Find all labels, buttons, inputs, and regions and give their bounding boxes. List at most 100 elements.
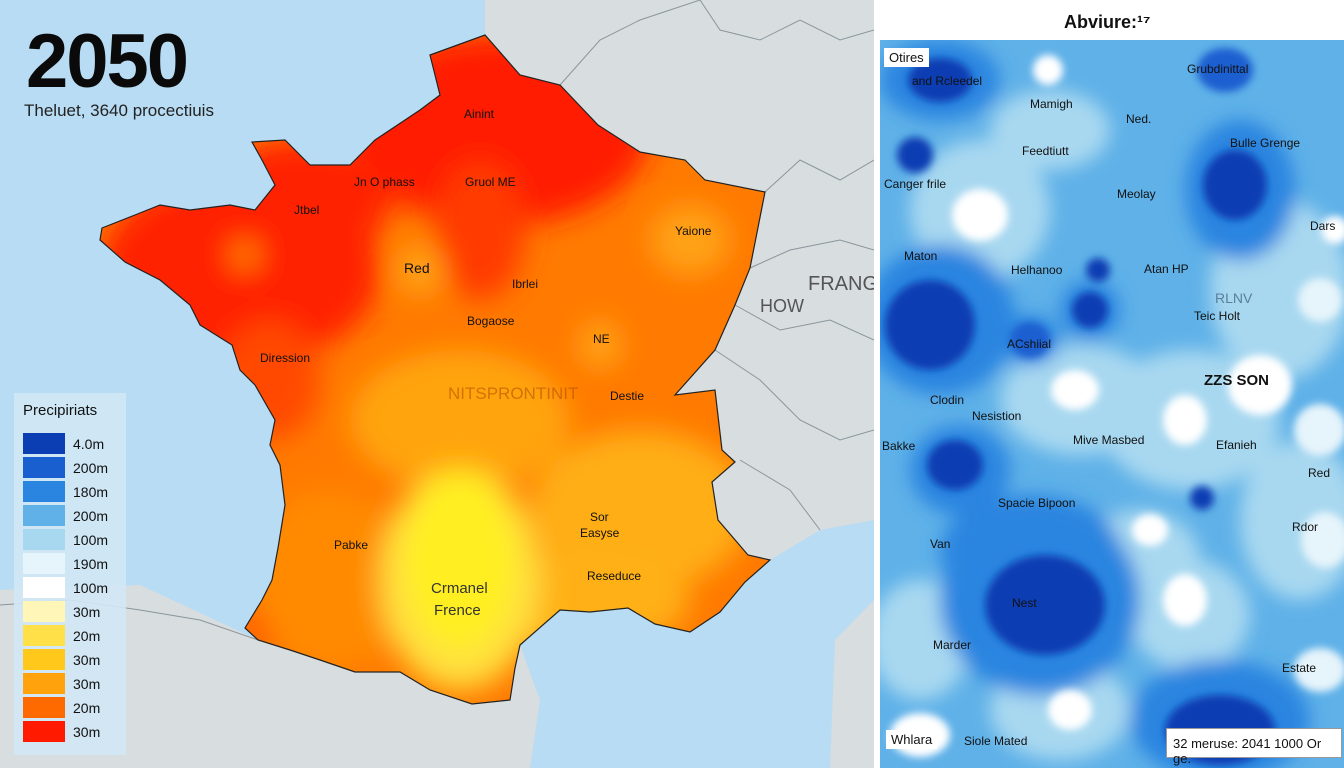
map-label: Canger frile — [884, 177, 947, 191]
legend-swatch — [23, 577, 65, 598]
city-label: Bogaose — [467, 314, 515, 328]
legend-item: 180m — [23, 481, 123, 503]
legend-label: 20m — [73, 700, 101, 716]
map-label: Van — [930, 537, 951, 551]
legend-label: 180m — [73, 484, 109, 500]
map-label: Marder — [933, 638, 972, 652]
city-label: Frence — [434, 602, 481, 619]
map-label: Feedtiutt — [1022, 144, 1069, 158]
map-label: ZZS SON — [1204, 372, 1270, 389]
legend-label: 190m — [73, 556, 109, 572]
legend-item: 20m — [23, 697, 123, 719]
legend-item: 190m — [23, 553, 123, 575]
legend-title: Precipiriats — [23, 402, 98, 419]
city-label: Pabke — [334, 538, 369, 552]
map-label: RLNV — [1215, 290, 1253, 306]
city-label: Crmanel — [431, 580, 488, 597]
legend-label: 200m — [73, 508, 109, 524]
legend-label: 20m — [73, 628, 101, 644]
map-label: Ned. — [1126, 112, 1152, 126]
map-label: Bakke — [882, 439, 916, 453]
map-label: Bulle Grenge — [1230, 136, 1301, 150]
map-label: Red — [1308, 466, 1331, 480]
map-label: Dars — [1310, 219, 1336, 233]
map-label-tag: Otires — [884, 48, 929, 67]
neighbor-label: HOW — [760, 296, 804, 316]
legend-swatch — [23, 601, 65, 622]
legend-label: 100m — [73, 532, 109, 548]
map-label: Meolay — [1117, 187, 1156, 201]
map-label: Efanieh — [1216, 438, 1257, 452]
legend-label: 4.0m — [73, 436, 105, 452]
map-label: Siole Mated — [964, 734, 1028, 748]
map-label: Rdor — [1292, 520, 1319, 534]
legend-label: 30m — [73, 652, 101, 668]
map-label: Mive Masbed — [1073, 433, 1145, 447]
legend-swatch — [23, 721, 65, 742]
map-label: Maton — [904, 249, 938, 263]
legend-label: 200m — [73, 460, 109, 476]
legend-item: 30m — [23, 721, 123, 743]
map-label: Nesistion — [972, 409, 1022, 423]
right-map-title: Abviure:¹⁷ — [1064, 12, 1151, 32]
country-label: FRANG — [808, 273, 878, 295]
city-label: Red — [404, 260, 430, 276]
legend-swatch — [23, 505, 65, 526]
city-label: Yaione — [675, 224, 712, 238]
panel-divider — [874, 0, 880, 768]
map-label: and Rcleedel — [912, 74, 983, 88]
map-label: Clodin — [930, 393, 965, 407]
city-label: Reseduce — [587, 569, 642, 583]
map-subtitle: Theluet, 3640 procectiuis — [24, 101, 214, 120]
legend-item: 30m — [23, 601, 123, 623]
map-label: Mamigh — [1030, 97, 1073, 111]
legend-label: 30m — [73, 724, 101, 740]
map-label: Nest — [1012, 596, 1037, 610]
city-label: Destie — [610, 389, 645, 403]
city-label: Jn O phass — [354, 175, 415, 189]
legend-item: 4.0m — [23, 433, 123, 455]
legend-swatch — [23, 625, 65, 646]
map-label: Teic Holt — [1194, 309, 1241, 323]
city-label: NE — [593, 332, 610, 346]
legend-swatch — [23, 553, 65, 574]
city-label: Easyse — [580, 526, 620, 540]
legend-swatch — [23, 649, 65, 670]
map-label: Grubdinittal — [1187, 62, 1249, 76]
city-label: Ainint — [464, 107, 495, 121]
map-label: ACshiial — [1007, 337, 1052, 351]
legend-item: 200m — [23, 457, 123, 479]
right-panel-header — [880, 0, 1344, 40]
left-heat-map — [0, 0, 874, 768]
legend-swatch — [23, 673, 65, 694]
legend-swatch — [23, 697, 65, 718]
legend-item: 200m — [23, 505, 123, 527]
map-label: Spacie Bipoon — [998, 496, 1076, 510]
map-label: Atan HP — [1144, 262, 1189, 276]
legend-swatch — [23, 457, 65, 478]
city-label: Sor — [590, 510, 609, 524]
legend-item: 30m — [23, 649, 123, 671]
watermark-label: NITSPRONTINIT — [448, 384, 579, 403]
precipitation-legend: Precipiriats 4.0m 200m 180m 200m 100m 190m 100… — [14, 393, 126, 755]
legend-swatch — [23, 433, 65, 454]
city-label: Gruol ME — [465, 175, 516, 189]
city-label: Jtbel — [294, 203, 320, 217]
legend-item: 100m — [23, 577, 123, 599]
legend-item: 100m — [23, 529, 123, 551]
legend-label: 30m — [73, 604, 101, 620]
year-heading: 2050 — [26, 19, 189, 104]
legend-swatch — [23, 529, 65, 550]
scale-bar-label: 32 meruse: 2041 1000 Or ge. — [1166, 728, 1342, 766]
legend-item: 30m — [23, 673, 123, 695]
legend-item: 20m — [23, 625, 123, 647]
legend-label: 100m — [73, 580, 109, 596]
right-heat-map — [880, 40, 1344, 768]
map-label: Estate — [1282, 661, 1317, 675]
legend-swatch — [23, 481, 65, 502]
city-label: Diression — [260, 351, 311, 365]
city-label: Ibrlei — [512, 277, 539, 291]
map-label-tag: Whlara — [886, 730, 938, 749]
map-label: Helhanoo — [1011, 263, 1063, 277]
legend-label: 30m — [73, 676, 101, 692]
